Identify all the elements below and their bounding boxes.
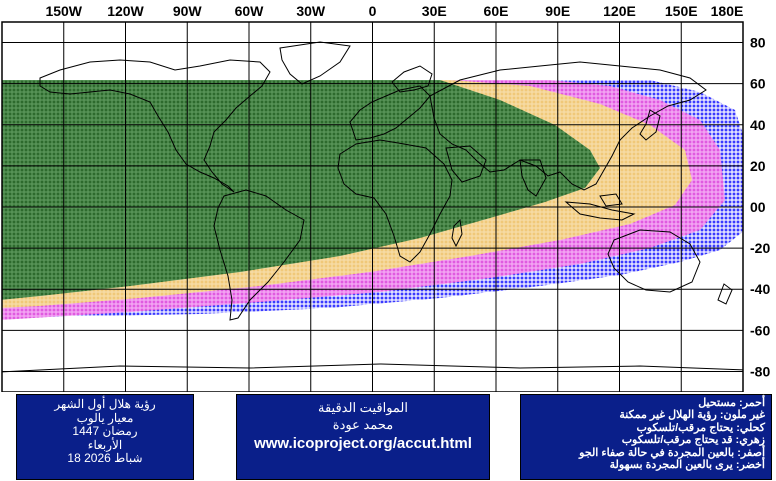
longitude-label: 0 xyxy=(369,3,377,19)
longitude-label: 150W xyxy=(45,3,82,19)
longitude-label: 90W xyxy=(173,3,203,19)
gregorian-date: 18 شباط 2026 xyxy=(67,451,143,465)
weekday: الأربعاء xyxy=(87,437,123,452)
latitude-label: -60 xyxy=(750,322,770,338)
longitude-label: 30W xyxy=(296,3,326,19)
map-frame xyxy=(1,21,744,392)
longitude-label: 60E xyxy=(484,3,509,19)
longitude-label: 150E xyxy=(665,3,698,19)
latitude-label: -40 xyxy=(750,281,770,297)
longitude-label: 90E xyxy=(545,3,570,19)
graticule xyxy=(2,22,743,392)
program-name: المواقيت الدقيقة xyxy=(317,400,408,415)
latitude-label: 00 xyxy=(750,199,766,215)
latitude-label: 40 xyxy=(750,117,766,133)
legend-uncolored: غير ملون: رؤية الهلال غير ممكنة xyxy=(619,409,765,422)
longitude-label: 60W xyxy=(235,3,265,19)
longitude-labels: 150W 120W 90W 60W 30W 0 30E 60E 90E 120E 150E 180E xyxy=(45,3,743,19)
legend-red: أحمر: مستحيل xyxy=(698,397,765,409)
longitude-label: 120W xyxy=(107,3,144,19)
visibility-map: 150W 120W 90W 60W 30W 0 30E 60E 90E 120E 150E 180E … xyxy=(1,3,770,392)
zone-green xyxy=(2,80,600,300)
legend-green: أخضر: يرى بالعين المجردة بسهولة xyxy=(609,459,765,472)
author-name: محمد عودة xyxy=(332,417,394,432)
longitude-label: 120E xyxy=(603,3,636,19)
latitude-labels: 80 60 40 20 00 -20 -40 -60 -80 xyxy=(750,35,770,380)
latitude-label: -20 xyxy=(750,240,770,256)
latitude-label: 20 xyxy=(750,158,766,174)
latitude-label: -80 xyxy=(750,363,770,379)
panel-title: رؤية هلال أول الشهر xyxy=(54,397,156,411)
latitude-label: 60 xyxy=(750,76,766,92)
latitude-label: 80 xyxy=(750,35,766,51)
legend-magenta: زهري: قد يحتاج مرقب/تلسكوب xyxy=(621,434,765,447)
legend-blue: كحلي: يحتاج مرقب/تلسكوب xyxy=(636,421,765,434)
longitude-label: 180E xyxy=(711,3,744,19)
hijri-month: رمضان 1447 xyxy=(72,424,138,438)
criterion: معيار يالوب xyxy=(76,410,134,425)
legend-yellow: أصفر: بالعين المجردة في حالة صفاء الجو xyxy=(579,446,765,459)
longitude-label: 30E xyxy=(422,3,447,19)
legend-panel: أحمر: مستحيل غير ملون: رؤية الهلال غير م… xyxy=(520,394,772,480)
info-panel-middle: المواقيت الدقيقة محمد عودة www.icoprojec… xyxy=(236,394,490,480)
website-url: www.icoproject.org/accut.html xyxy=(254,435,472,452)
info-panel-left: رؤية هلال أول الشهر معيار يالوب رمضان 14… xyxy=(16,394,194,480)
